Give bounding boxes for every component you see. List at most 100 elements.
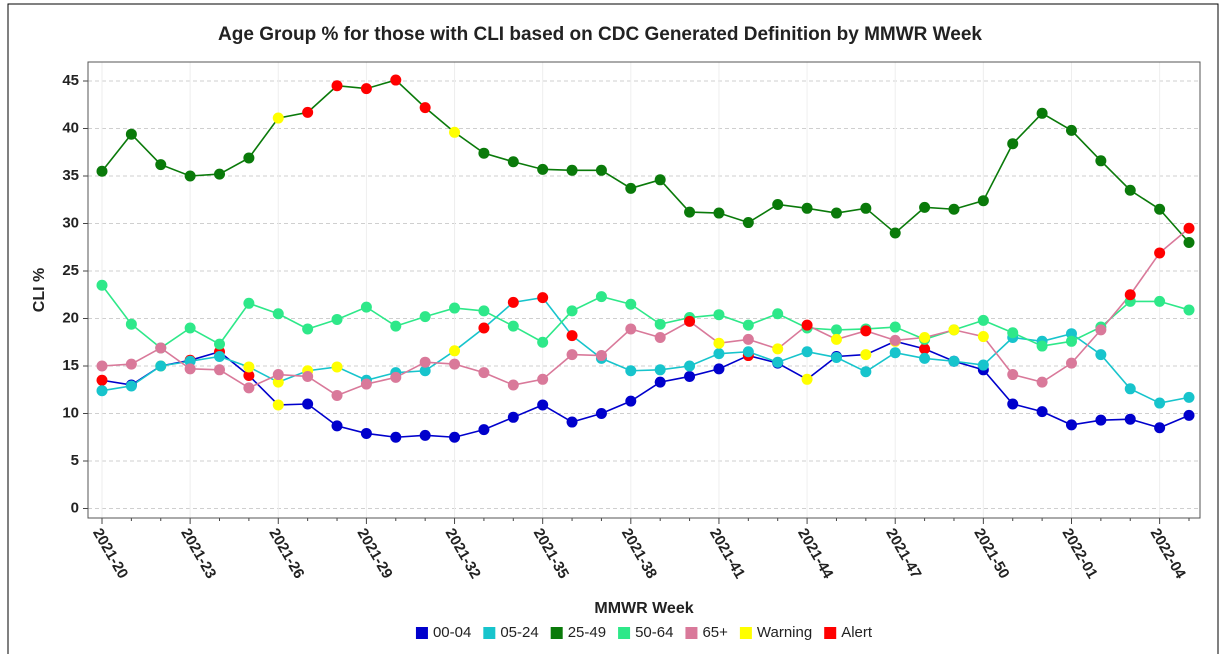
point xyxy=(125,318,137,330)
flag-point xyxy=(1154,247,1166,259)
point xyxy=(331,389,343,401)
x-tick-label: 2021-41 xyxy=(706,525,748,581)
flag-point xyxy=(772,343,784,355)
point xyxy=(654,174,666,186)
flag-point xyxy=(96,374,108,386)
legend-label: 05-24 xyxy=(500,624,538,641)
point xyxy=(948,355,960,367)
point xyxy=(125,380,137,392)
point xyxy=(1183,409,1195,421)
point xyxy=(1095,155,1107,167)
point xyxy=(595,291,607,303)
y-tick-label: 40 xyxy=(62,119,79,136)
point xyxy=(419,429,431,441)
point xyxy=(801,346,813,358)
point xyxy=(155,360,167,372)
point xyxy=(772,199,784,210)
point xyxy=(889,334,901,346)
point xyxy=(654,332,666,343)
point xyxy=(830,351,842,363)
point xyxy=(1183,304,1195,316)
x-tick-label: 2021-38 xyxy=(618,525,660,581)
point xyxy=(684,360,696,372)
flag-point xyxy=(801,319,813,331)
legend-label: 65+ xyxy=(702,624,728,641)
point xyxy=(1183,237,1195,248)
point xyxy=(272,369,284,381)
x-tick-label: 2021-32 xyxy=(442,525,484,581)
point xyxy=(243,382,255,394)
point xyxy=(449,358,461,370)
point xyxy=(977,314,989,326)
legend-label: 50-64 xyxy=(635,624,673,641)
point xyxy=(889,321,901,333)
flag-point xyxy=(449,345,461,357)
legend-label: 25-49 xyxy=(568,624,606,641)
flag-point xyxy=(919,343,931,355)
x-tick-label: 2021-29 xyxy=(354,525,396,581)
point xyxy=(742,333,754,345)
point xyxy=(1065,328,1077,340)
point xyxy=(1007,369,1019,381)
point xyxy=(1124,413,1136,425)
point xyxy=(155,159,167,171)
point xyxy=(96,385,108,397)
flag-point xyxy=(948,324,960,336)
point xyxy=(566,416,578,428)
point xyxy=(595,350,607,362)
point xyxy=(419,356,431,368)
figure-border xyxy=(7,3,1219,659)
point xyxy=(419,365,431,377)
point xyxy=(595,164,607,176)
flag-point xyxy=(449,126,461,138)
point xyxy=(331,420,343,432)
x-tick-label: 2022-04 xyxy=(1147,525,1190,582)
point xyxy=(478,305,490,317)
legend-swatch xyxy=(415,627,428,639)
point xyxy=(390,371,402,383)
point xyxy=(772,356,784,368)
x-tick-label: 2021-50 xyxy=(970,525,1012,581)
point xyxy=(654,318,666,330)
point xyxy=(1095,324,1107,336)
point xyxy=(390,431,402,443)
y-tick-label: 30 xyxy=(62,214,79,231)
point xyxy=(713,309,725,321)
point xyxy=(1154,295,1166,307)
flag-point xyxy=(272,376,284,388)
point xyxy=(742,319,754,331)
chart-title: Age Group % for those with CLI based on … xyxy=(218,24,982,45)
point xyxy=(977,359,989,371)
point xyxy=(184,355,196,367)
point xyxy=(1183,391,1195,403)
series-line xyxy=(101,284,1190,349)
flag-point xyxy=(1124,289,1136,301)
point xyxy=(537,163,549,175)
point xyxy=(713,363,725,375)
point xyxy=(1036,376,1048,388)
point xyxy=(243,152,255,164)
point xyxy=(214,351,226,362)
point xyxy=(360,301,372,313)
point xyxy=(830,207,842,219)
flag-point xyxy=(243,361,255,373)
flag-point xyxy=(272,399,284,411)
y-tick-label: 10 xyxy=(62,404,79,421)
legend-swatch xyxy=(483,627,496,639)
y-tick-label: 25 xyxy=(62,262,79,279)
flag-point xyxy=(390,74,402,86)
y-tick-label: 5 xyxy=(71,452,79,469)
series-line xyxy=(101,340,1190,439)
point xyxy=(654,364,666,376)
point xyxy=(478,424,490,436)
point xyxy=(1095,414,1107,426)
flag-point xyxy=(478,322,490,334)
point xyxy=(654,376,666,388)
point xyxy=(625,395,637,407)
point xyxy=(919,352,931,364)
point xyxy=(713,348,725,360)
y-axis-title: CLI % xyxy=(31,268,48,312)
point xyxy=(96,279,108,291)
y-tick-label: 0 xyxy=(71,499,79,516)
